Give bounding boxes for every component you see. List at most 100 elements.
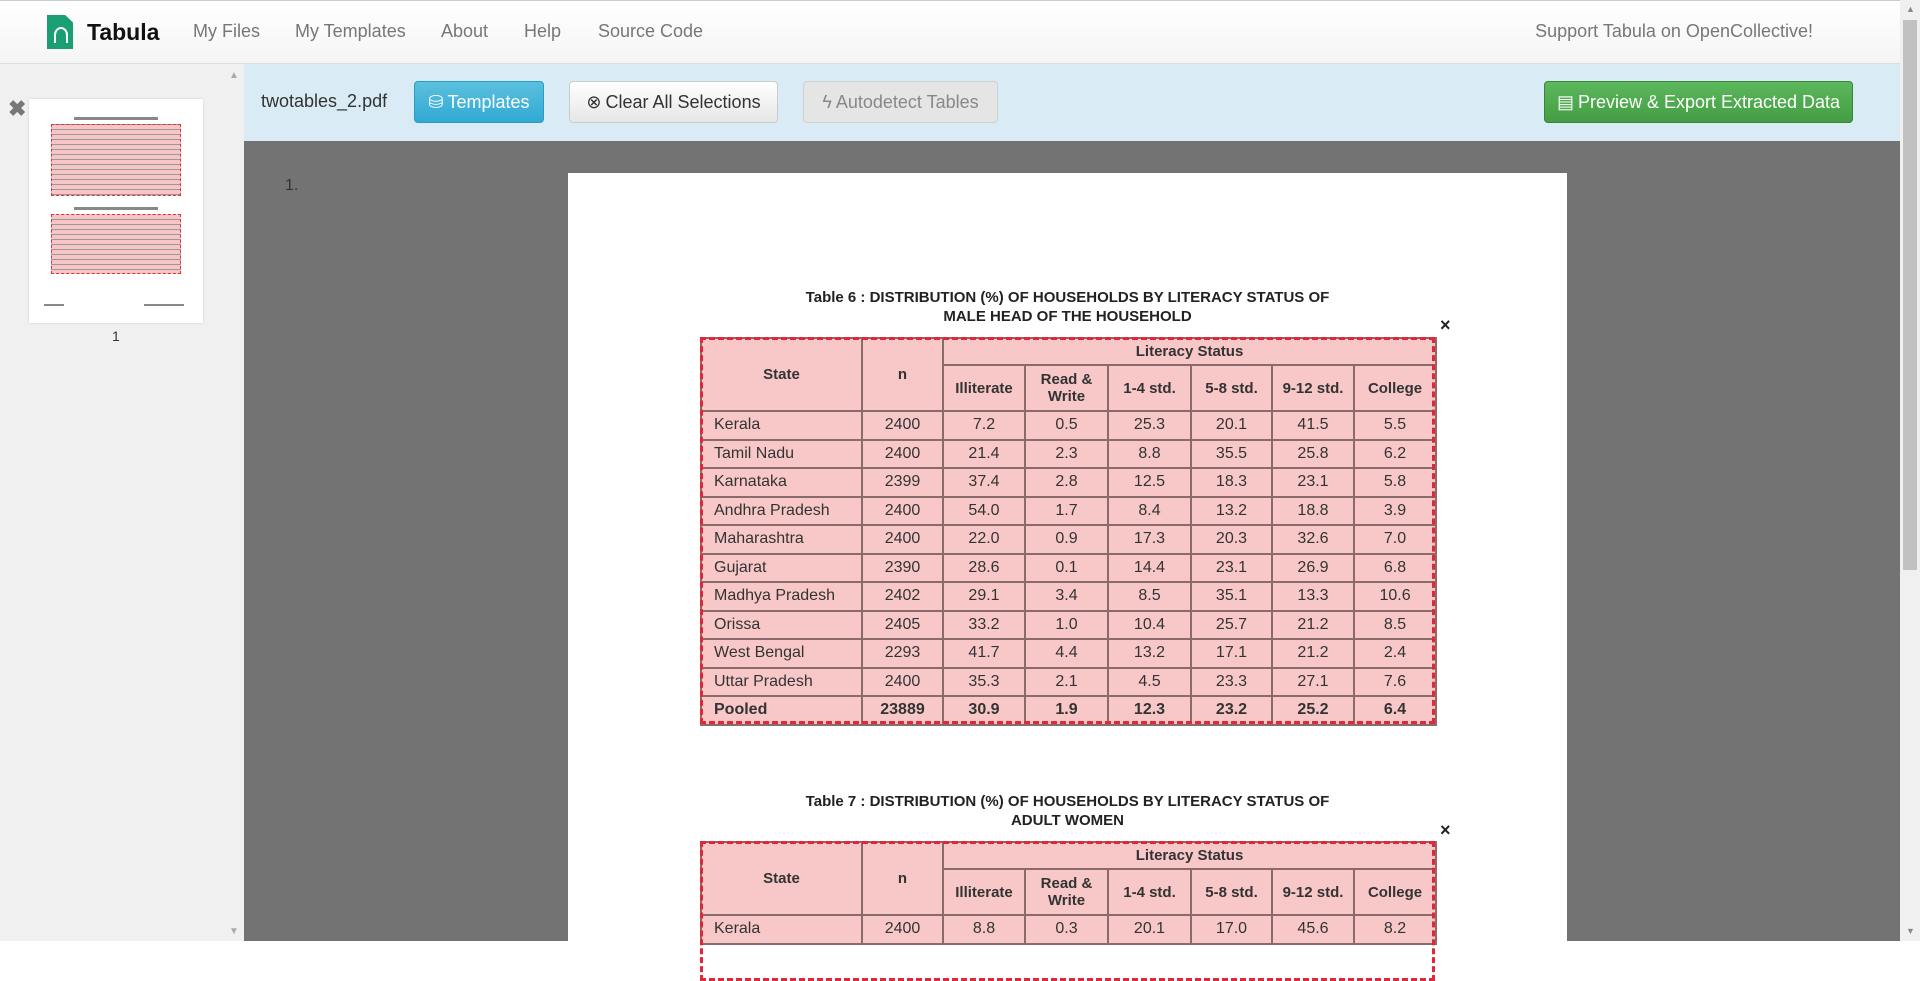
table-cell: 2400: [861, 495, 944, 526]
table-cell: 21.4: [942, 438, 1026, 469]
table-row: Pooled 23889 30.9 1.9 12.3 23.2 25.2 6.4: [700, 695, 1438, 726]
table6-title-line2: MALE HEAD OF THE HOUSEHOLD: [943, 308, 1192, 325]
table7-title-line2: ADULT WOMEN: [1010, 812, 1125, 829]
brand-name: Tabula: [87, 18, 160, 45]
header-state: State: [700, 337, 863, 412]
table-cell: 12.5: [1107, 467, 1192, 498]
table-cell: 23.2: [1190, 695, 1273, 726]
table-cell: 18.3: [1190, 467, 1273, 498]
lightning-icon: ϟ: [822, 91, 832, 112]
table-cell: 2.4: [1352, 638, 1438, 669]
table-cell: 0.9: [1024, 524, 1109, 555]
circle-x-icon: ⊗: [586, 91, 602, 112]
table-cell: 35.5: [1190, 438, 1273, 469]
page-thumbnail[interactable]: [29, 99, 203, 323]
table-cell: 8.5: [1352, 609, 1438, 640]
autodetect-tables-button[interactable]: ϟ Autodetect Tables: [803, 81, 998, 123]
toolbar: twotables_2.pdf ⛁ Templates ⊗ Clear All Se…: [244, 64, 1900, 141]
table-cell: 25.3: [1107, 410, 1192, 441]
page-scrollbar[interactable]: ▲ ▼: [1900, 0, 1920, 941]
table-cell: 2390: [861, 552, 944, 583]
table-cell: Karnataka: [700, 467, 863, 498]
header-col: Illiterate: [942, 364, 1026, 412]
thumbnail-page-number: 1: [112, 328, 120, 344]
table-cell: West Bengal: [700, 638, 863, 669]
header-col: 9-12 std.: [1271, 868, 1355, 916]
table-cell: 28.6: [942, 552, 1026, 583]
table-row: Kerala 2400 7.2 0.5 25.3 20.1 41.5 5.5: [700, 410, 1438, 441]
header-col: 1-4 std.: [1107, 868, 1192, 916]
templates-icon: ⛁: [428, 91, 444, 112]
scrollbar-thumb[interactable]: [1903, 20, 1917, 570]
preview-export-button[interactable]: ▤ Preview & Export Extracted Data: [1544, 81, 1853, 123]
tabula-logo-icon: [47, 15, 73, 49]
header-col: Read & Write: [1024, 364, 1109, 412]
table-cell: 0.3: [1024, 914, 1109, 945]
table-row: Uttar Pradesh 2400 35.3 2.1 4.5 23.3 27.1 7.6: [700, 666, 1438, 697]
nav-support-opencollective[interactable]: Support Tabula on OpenCollective!: [1535, 21, 1813, 41]
table-cell: 6.4: [1352, 695, 1438, 726]
table-cell: 45.6: [1271, 914, 1355, 945]
page-number: 1.: [285, 177, 299, 194]
pdf-viewer: 1. Table 6 : DISTRIBUTION (%) OF HOUSEHO…: [244, 141, 1900, 981]
table-cell: 6.2: [1352, 438, 1438, 469]
filename: twotables_2.pdf: [261, 91, 388, 111]
header-col: College: [1352, 364, 1438, 412]
table-cell: 25.7: [1190, 609, 1273, 640]
templates-label: Templates: [447, 91, 530, 112]
table-cell: 8.8: [942, 914, 1026, 945]
header-col: 5-8 std.: [1190, 364, 1273, 412]
table-cell: 30.9: [942, 695, 1026, 726]
table-cell: 23.1: [1271, 467, 1355, 498]
scroll-down-arrow-icon[interactable]: ▼: [229, 926, 239, 937]
selection-1-close-icon[interactable]: ×: [1440, 315, 1451, 335]
table-row: Orissa 2405 33.2 1.0 10.4 25.7 21.2 8.5: [700, 609, 1438, 640]
table-cell: 20.1: [1107, 914, 1192, 945]
pdf-page[interactable]: Table 6 : DISTRIBUTION (%) OF HOUSEHOLDS…: [568, 173, 1567, 981]
table-cell: 2.8: [1024, 467, 1109, 498]
table-cell: 0.1: [1024, 552, 1109, 583]
navbar: Tabula My Files My Templates About Help …: [0, 0, 1900, 64]
table-cell: 12.3: [1107, 695, 1192, 726]
selection-area-1[interactable]: [700, 337, 1435, 724]
table-cell: 2.3: [1024, 438, 1109, 469]
selection-area-2[interactable]: [700, 841, 1435, 981]
table-cell: 1.7: [1024, 495, 1109, 526]
nav-about[interactable]: About: [441, 21, 489, 41]
table-cell: 35.3: [942, 666, 1026, 697]
table7: State n Literacy Status Illiterate Read & Wr…: [700, 841, 1438, 945]
clear-all-selections-button[interactable]: ⊗ Clear All Selections: [569, 81, 778, 123]
table-cell: 0.5: [1024, 410, 1109, 441]
table-cell: 2400: [861, 410, 944, 441]
table-cell: Orissa: [700, 609, 863, 640]
selection-2-close-icon[interactable]: ×: [1440, 820, 1451, 840]
scroll-down-icon[interactable]: ▼: [1906, 926, 1915, 936]
nav-source-code[interactable]: Source Code: [598, 21, 704, 41]
table-row: Tamil Nadu 2400 21.4 2.3 8.8 35.5 25.8 6.2: [700, 438, 1438, 469]
autodetect-label: Autodetect Tables: [835, 91, 979, 112]
table-row: West Bengal 2293 41.7 4.4 13.2 17.1 21.2 2.4: [700, 638, 1438, 669]
templates-button[interactable]: ⛁ Templates: [414, 81, 544, 123]
table-cell: 2.1: [1024, 666, 1109, 697]
table-cell: 35.1: [1190, 581, 1273, 612]
table-cell: 41.7: [942, 638, 1026, 669]
table6-title-line1: Table 6 : DISTRIBUTION (%) OF HOUSEHOLDS…: [805, 289, 1330, 306]
clear-label: Clear All Selections: [605, 91, 761, 112]
brand-link[interactable]: Tabula: [47, 15, 159, 49]
nav-my-templates[interactable]: My Templates: [295, 21, 406, 41]
scroll-up-icon[interactable]: ▲: [1906, 4, 1915, 14]
scroll-up-arrow-icon[interactable]: ▲: [229, 70, 239, 81]
table-cell: 5.8: [1352, 467, 1438, 498]
table-cell: 8.5: [1107, 581, 1192, 612]
table-cell: 17.0: [1190, 914, 1273, 945]
remove-page-close-icon[interactable]: ✖: [8, 96, 27, 121]
nav-my-files[interactable]: My Files: [193, 21, 260, 41]
table-cell: 6.8: [1352, 552, 1438, 583]
nav-help[interactable]: Help: [524, 21, 562, 41]
header-col: Illiterate: [942, 868, 1026, 916]
table7-title-line1: Table 7 : DISTRIBUTION (%) OF HOUSEHOLDS…: [805, 793, 1330, 810]
table-cell: Tamil Nadu: [700, 438, 863, 469]
header-col: Read & Write: [1024, 868, 1109, 916]
header-n: n: [861, 841, 944, 916]
table6: State n Literacy Status Illiterate Read & Wr…: [700, 337, 1438, 726]
